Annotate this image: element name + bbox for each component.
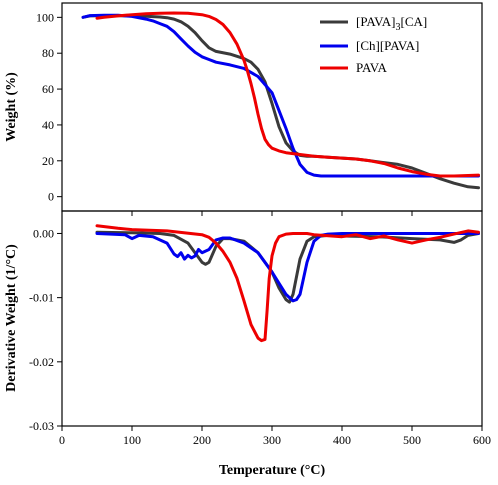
top-y-tick-label: 0 bbox=[48, 190, 54, 204]
bottom-plot-frame bbox=[61, 210, 483, 427]
x-tick-label: 100 bbox=[123, 433, 141, 447]
top-y-tick-label: 40 bbox=[42, 118, 54, 132]
x-tick-label: 300 bbox=[263, 433, 281, 447]
top-y-tick-label: 20 bbox=[42, 154, 54, 168]
x-tick-label: 0 bbox=[59, 433, 65, 447]
x-tick-label: 500 bbox=[403, 433, 421, 447]
top-y-axis: 0 20 40 60 80 100 bbox=[36, 10, 62, 204]
bottom-series-group bbox=[95, 224, 480, 343]
x-axis: 0 100 200 300 400 500 600 bbox=[59, 211, 491, 447]
bottom-y-tick-label: -0.01 bbox=[29, 291, 54, 305]
top-y-tick-label: 100 bbox=[36, 10, 54, 24]
bottom-y-tick-label: 0.00 bbox=[33, 226, 54, 240]
top-y-tick-label: 80 bbox=[42, 46, 54, 60]
legend-label-3: PAVA bbox=[356, 60, 387, 75]
bottom-y-tick-label: -0.02 bbox=[29, 355, 54, 369]
top-series-line-2 bbox=[81, 13, 480, 178]
bottom-series-line-2 bbox=[95, 232, 480, 303]
x-tick-label: 200 bbox=[193, 433, 211, 447]
top-series-line-3 bbox=[95, 11, 480, 178]
legend: [PAVA]3[CA] [Ch][PAVA] PAVA bbox=[320, 14, 427, 75]
bottom-y-tick-label: -0.03 bbox=[29, 419, 54, 433]
x-tick-label: 400 bbox=[333, 433, 351, 447]
top-series-group bbox=[81, 11, 480, 190]
top-y-tick-label: 60 bbox=[42, 82, 54, 96]
x-axis-title: Temperature (°C) bbox=[219, 463, 326, 478]
x-tick-label: 600 bbox=[473, 433, 491, 447]
bottom-y-axis: 0.00 -0.01 -0.02 -0.03 bbox=[29, 226, 62, 433]
top-y-axis-title: Weight (%) bbox=[4, 72, 19, 142]
bottom-series-line-1 bbox=[95, 230, 480, 304]
legend-label-2: [Ch][PAVA] bbox=[356, 38, 419, 53]
top-series-line-1 bbox=[81, 14, 480, 190]
bottom-series-line-3 bbox=[95, 224, 480, 343]
bottom-y-axis-title: Derivative Weight (1/°C) bbox=[4, 244, 19, 392]
legend-label-1: [PAVA]3[CA] bbox=[356, 14, 427, 33]
